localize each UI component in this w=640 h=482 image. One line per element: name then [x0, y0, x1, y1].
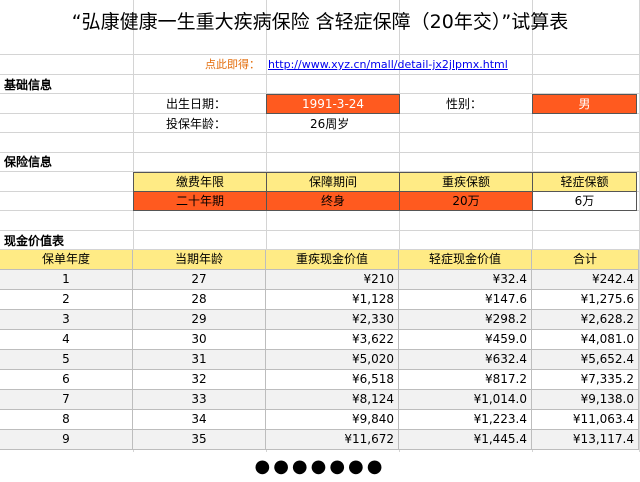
age-cell[interactable]: 32: [133, 370, 266, 390]
total-cell[interactable]: ¥2,628.2: [532, 310, 639, 330]
critical-illness-amount-header: 重疾保额: [399, 172, 533, 192]
age-cell[interactable]: 29: [133, 310, 266, 330]
column-header-critical-cash-value: 重疾现金价值: [266, 250, 399, 270]
payment-term-header: 缴费年限: [133, 172, 267, 192]
total-cell[interactable]: ¥13,117.4: [532, 430, 639, 450]
gridline: [0, 171, 640, 172]
policy-year-cell[interactable]: 7: [0, 390, 133, 410]
mild-cash-value-cell[interactable]: ¥1,014.0: [399, 390, 532, 410]
critical-cash-value-cell[interactable]: ¥8,124: [266, 390, 399, 410]
critical-cash-value-cell[interactable]: ¥5,020: [266, 350, 399, 370]
age-cell[interactable]: 27: [133, 270, 266, 290]
sheet-title: “弘康健康一生重大疾病保险 含轻症保障（20年交）”试算表: [71, 11, 569, 33]
mild-cash-value-cell[interactable]: ¥817.2: [399, 370, 532, 390]
critical-cash-value-cell[interactable]: ¥210: [266, 270, 399, 290]
cash-value-header: 现金价值表: [4, 234, 65, 248]
insurance-info-header: 保险信息: [4, 155, 53, 169]
total-cell[interactable]: ¥7,335.2: [532, 370, 639, 390]
birth-date-cell[interactable]: 1991-3-24: [266, 94, 400, 114]
mild-cash-value-cell[interactable]: ¥632.4: [399, 350, 532, 370]
gridline: [532, 0, 533, 452]
policy-year-cell[interactable]: 8: [0, 410, 133, 430]
gender-label: 性别：: [446, 97, 483, 111]
policy-year-cell[interactable]: 5: [0, 350, 133, 370]
age-cell[interactable]: 28: [133, 290, 266, 310]
gridline: [399, 0, 400, 452]
policy-year-cell[interactable]: 9: [0, 430, 133, 450]
gridline: [0, 93, 640, 94]
gridline: [0, 74, 640, 75]
product-link[interactable]: http://www.xyz.cn/mall/detail-jx2jlpmx.h…: [268, 58, 508, 71]
column-header-total: 合计: [532, 250, 639, 270]
gridline: [266, 0, 267, 452]
pagination-dots[interactable]: ●●●●●●●: [254, 456, 386, 477]
payment-term-cell[interactable]: 二十年期: [133, 191, 267, 211]
mild-cash-value-cell[interactable]: ¥1,223.4: [399, 410, 532, 430]
age-cell[interactable]: 31: [133, 350, 266, 370]
critical-cash-value-cell[interactable]: ¥3,622: [266, 330, 399, 350]
gridline: [0, 230, 640, 231]
total-cell[interactable]: ¥9,138.0: [532, 390, 639, 410]
gridline: [133, 0, 134, 452]
gridline: [0, 132, 640, 133]
basic-info-header: 基础信息: [4, 78, 53, 92]
mild-cash-value-cell[interactable]: ¥459.0: [399, 330, 532, 350]
age-label: 投保年龄：: [166, 117, 227, 131]
critical-cash-value-cell[interactable]: ¥9,840: [266, 410, 399, 430]
age-cell[interactable]: 35: [133, 430, 266, 450]
coverage-period-cell[interactable]: 终身: [266, 191, 400, 211]
policy-year-cell[interactable]: 3: [0, 310, 133, 330]
total-cell[interactable]: ¥1,275.6: [532, 290, 639, 310]
column-header-policy-year: 保单年度: [0, 250, 133, 270]
critical-illness-amount-cell[interactable]: 20万: [399, 191, 533, 211]
birth-date-label: 出生日期：: [166, 97, 227, 111]
total-cell[interactable]: ¥11,063.4: [532, 410, 639, 430]
policy-year-cell[interactable]: 1: [0, 270, 133, 290]
age-cell[interactable]: 33: [133, 390, 266, 410]
policy-year-cell[interactable]: 4: [0, 330, 133, 350]
mild-illness-amount-cell[interactable]: 6万: [532, 191, 637, 211]
age-cell[interactable]: 30: [133, 330, 266, 350]
policy-year-cell[interactable]: 6: [0, 370, 133, 390]
column-header-mild-cash-value: 轻症现金价值: [399, 250, 532, 270]
gridline: [0, 54, 640, 55]
critical-cash-value-cell[interactable]: ¥6,518: [266, 370, 399, 390]
total-cell[interactable]: ¥4,081.0: [532, 330, 639, 350]
column-header-age: 当期年龄: [133, 250, 266, 270]
gridline: [0, 152, 640, 153]
gridline: [0, 249, 640, 250]
policy-year-cell[interactable]: 2: [0, 290, 133, 310]
mild-cash-value-cell[interactable]: ¥147.6: [399, 290, 532, 310]
coverage-period-header: 保障期间: [266, 172, 400, 192]
critical-cash-value-cell[interactable]: ¥1,128: [266, 290, 399, 310]
age-value: 26周岁: [310, 117, 350, 131]
link-prompt: 点此即得：: [205, 58, 260, 71]
critical-cash-value-cell[interactable]: ¥11,672: [266, 430, 399, 450]
total-cell[interactable]: ¥242.4: [532, 270, 639, 290]
total-cell[interactable]: ¥5,652.4: [532, 350, 639, 370]
mild-cash-value-cell[interactable]: ¥32.4: [399, 270, 532, 290]
mild-cash-value-cell[interactable]: ¥298.2: [399, 310, 532, 330]
age-cell[interactable]: 34: [133, 410, 266, 430]
mild-illness-amount-header: 轻症保额: [532, 172, 637, 192]
gender-cell[interactable]: 男: [532, 94, 637, 114]
critical-cash-value-cell[interactable]: ¥2,330: [266, 310, 399, 330]
mild-cash-value-cell[interactable]: ¥1,445.4: [399, 430, 532, 450]
